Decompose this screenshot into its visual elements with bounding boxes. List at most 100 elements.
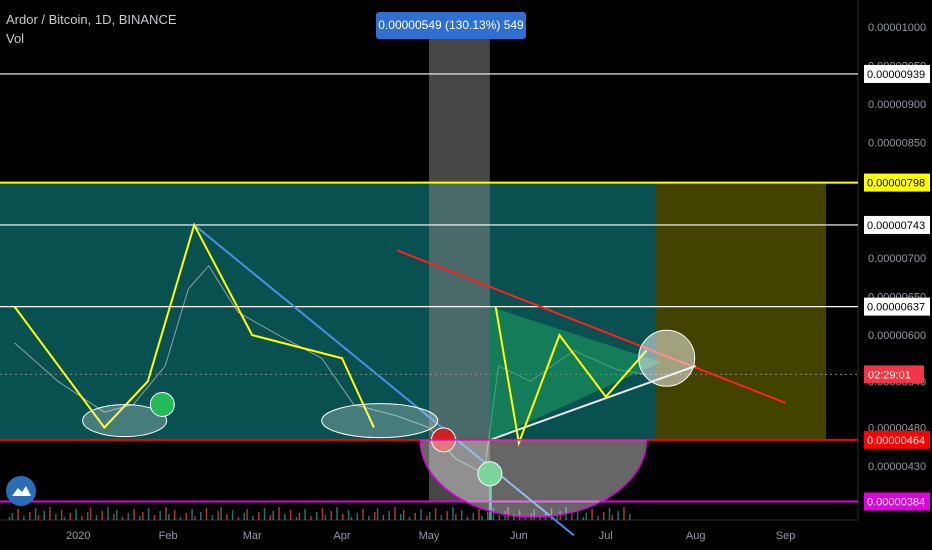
time-tick-label: May [419,530,440,542]
volume-bar [43,511,45,520]
volume-bar [617,511,619,520]
volume-bar [414,513,417,520]
zigzag-line-1 [494,306,648,447]
time-tick-label: Aug [686,530,706,542]
symbol-title: Ardor / Bitcoin, 1D, BINANCE [6,12,177,27]
volume-bar [524,517,527,520]
volume-bar [34,508,37,520]
volume-bar [455,514,457,520]
volume-bar [550,508,553,520]
volume-bar [382,515,385,520]
volume-bar [95,515,98,520]
volume-bar [533,509,535,520]
volume-bar [376,508,379,520]
volume-bar [440,515,443,520]
price-tick-label: 0.00000900 [868,99,926,111]
level-badge-text: 0.00000637 [867,302,925,314]
chart-legend: Ardor / Bitcoin, 1D, BINANCE Vol [6,10,177,48]
time-tick-label: Sep [776,530,796,542]
volume-bar [452,507,454,520]
volume-bar [400,514,402,520]
volume-bar [153,515,156,520]
volume-bar [350,517,353,520]
volume-bar [321,508,324,520]
volume-bar [81,516,83,520]
volume-bar [86,512,89,520]
level-badge-0.00000939 [864,64,930,83]
level-badge-text: 0.00000939 [867,69,925,81]
zigzag-line-0 [13,222,375,430]
level-badge-0.00000637 [864,297,930,316]
volume-bar [55,514,57,520]
trendline-0 [193,224,575,537]
volume-bar [139,516,141,520]
volume-bar [200,512,202,520]
volume-bar [23,516,25,520]
volume-bar [63,517,66,520]
volume-bar [602,512,605,520]
price-tick-label: 0.00001000 [868,22,926,34]
buy-marker-may [477,461,503,487]
volume-bar [89,508,92,520]
tradingview-logo-icon[interactable] [6,476,36,506]
price-tick-label: 0.00000850 [868,138,926,150]
volume-bar [582,517,585,520]
volume-bar [226,514,228,520]
volume-bar [402,510,405,520]
volume-bar [492,508,495,520]
volume-bar [269,515,272,520]
volume-bar [629,514,631,520]
volume-bar [168,514,170,520]
time-tick-label: Apr [333,530,350,542]
volume-bar [194,516,196,520]
volume-bar [472,513,474,520]
volume-bar [211,515,214,520]
volume-bar [142,512,144,520]
level-badge-text: 0.00000384 [867,497,925,509]
buy-marker-jan [149,391,175,417]
volume-bar [127,513,130,520]
level-badge-0.00000464 [864,430,930,449]
volume-bar [257,512,260,520]
breakout-circle [638,329,696,387]
volume-bar [231,510,234,520]
volume-bar [623,507,625,520]
price-tick-label: 0.00000430 [868,461,926,473]
volume-bar [486,512,489,520]
volume-bar [330,511,332,520]
volume-bar [368,516,370,520]
level-badge-0.00000384 [864,492,930,511]
volume-bar [611,515,614,520]
volume-bar [101,511,103,520]
volume-bar [324,515,327,520]
volume-bar [388,511,390,520]
measure-tooltip: 0.00000549 (130.13%) 549 [376,12,526,39]
volume-bar [237,517,240,520]
volume-bar [8,517,11,520]
volume-bar [362,509,364,520]
volume-bar [347,510,350,520]
level-badge-text: 0.00000743 [867,220,925,232]
shaded-zone-1 [655,182,827,440]
volume-bar [408,517,411,520]
volume-bar [284,514,286,520]
volume-bar [191,509,193,520]
volume-bar [107,507,109,520]
level-badge-0.00000798 [864,173,930,192]
volume-bar [252,516,254,520]
volume-bar [37,515,40,520]
level-badge-text: 0.00000464 [867,435,925,447]
volume-bar [336,507,338,520]
price-tick-label: 0.00000600 [868,330,926,342]
volume-bar [246,509,248,520]
volume-bar [147,508,150,520]
volume-bar [481,516,483,520]
volume-bar [446,511,448,520]
volume-bar [278,507,280,520]
volume-bar [434,508,437,520]
volume-bar [394,507,396,520]
volume-bar [121,517,124,520]
volume-bar [173,510,176,520]
volume-bar [17,509,19,520]
